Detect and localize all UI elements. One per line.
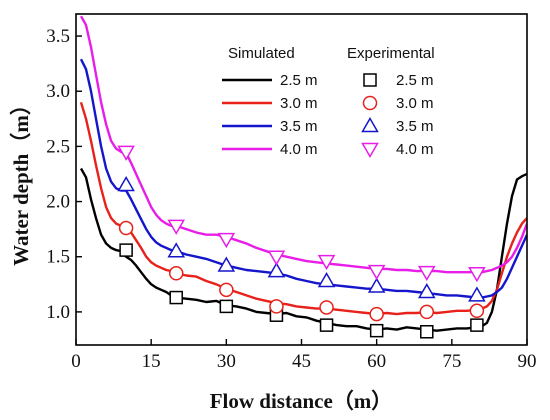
y-tick-label: 1.5: [46, 247, 70, 268]
experimental-point-4-0-m: [167, 219, 186, 235]
legend-simulated-label: 3.0 m: [280, 95, 318, 112]
legend-simulated-title: Simulated: [228, 45, 295, 62]
experimental-point-3-5-m: [317, 272, 336, 288]
y-tick-label: 1.0: [46, 302, 70, 323]
experimental-point-2-5-m: [119, 243, 133, 257]
legend-simulated-label: 3.5 m: [280, 118, 318, 135]
experimental-point-3-0-m: [469, 303, 485, 319]
marker-layer: [117, 145, 486, 339]
experimental-point-3-5-m: [117, 176, 135, 192]
legend-experimental-title: Experimental: [347, 45, 435, 62]
legend-experimental-label: 2.5 m: [396, 72, 434, 89]
experimental-point-4-0-m: [367, 264, 386, 281]
experimental-point-3-5-m: [417, 283, 436, 299]
experimental-point-4-0-m: [217, 232, 236, 249]
experimental-point-3-5-m: [167, 242, 186, 258]
experimental-point-3-0-m: [419, 304, 435, 320]
legend-simulated-label: 4.0 m: [280, 141, 318, 158]
x-tick-label: 90: [518, 351, 537, 372]
experimental-point-2-5-m: [470, 318, 484, 332]
legend-marker-3-5-m: [361, 116, 379, 133]
experimental-point-2-5-m: [369, 323, 384, 338]
y-tick-label: 3.0: [46, 81, 70, 102]
experimental-point-4-0-m: [267, 250, 286, 266]
x-tick-label: 45: [292, 351, 311, 372]
x-tick-label: 15: [142, 351, 161, 372]
legend-marker-4-0-m: [361, 142, 379, 159]
legend-marker-2-5-m: [363, 73, 377, 87]
y-axis-title: Water depth（m）: [9, 94, 33, 266]
experimental-point-3-0-m: [369, 306, 384, 322]
experimental-point-2-5-m: [169, 290, 183, 305]
experimental-point-3-5-m: [267, 262, 286, 278]
legend: Simulated Experimental 2.5 m 2.5 m 3.0 m 3.…: [222, 45, 435, 159]
y-tick-label: 3.5: [46, 26, 70, 47]
x-axis-title: Flow distance（m）: [210, 389, 393, 413]
experimental-point-3-0-m: [319, 300, 334, 315]
experimental-point-4-0-m: [117, 145, 135, 161]
experimental-point-3-0-m: [168, 266, 184, 281]
experimental-point-2-5-m: [420, 325, 434, 339]
experimental-point-2-5-m: [319, 318, 334, 332]
experimental-point-4-0-m: [468, 267, 486, 283]
legend-marker-3-0-m: [362, 95, 378, 111]
experimental-point-3-5-m: [217, 256, 236, 272]
experimental-point-3-0-m: [118, 220, 134, 236]
experimental-point-4-0-m: [317, 254, 336, 271]
experimental-point-4-0-m: [417, 265, 436, 282]
experimental-point-3-5-m: [367, 277, 386, 293]
experimental-point-3-0-m: [269, 299, 284, 314]
tick-layer: 0 15 30 45 60 75 90 1.0 1.5 2.0 2.5 3.0 3.5: [46, 26, 536, 372]
legend-experimental-label: 4.0 m: [396, 141, 434, 158]
series-layer: [79, 15, 527, 332]
x-tick-label: 75: [442, 351, 461, 372]
legend-simulated-label: 2.5 m: [280, 72, 318, 89]
legend-experimental-label: 3.0 m: [396, 95, 434, 112]
x-tick-label: 30: [217, 351, 236, 372]
experimental-point-3-5-m: [468, 286, 486, 302]
y-tick-label: 2.0: [46, 192, 70, 213]
x-tick-label: 0: [71, 351, 81, 372]
experimental-point-3-0-m: [219, 282, 234, 298]
experimental-point-2-5-m: [219, 299, 234, 314]
y-tick-label: 2.5: [46, 136, 70, 157]
x-tick-label: 60: [367, 351, 386, 372]
legend-experimental-label: 3.5 m: [396, 118, 434, 135]
